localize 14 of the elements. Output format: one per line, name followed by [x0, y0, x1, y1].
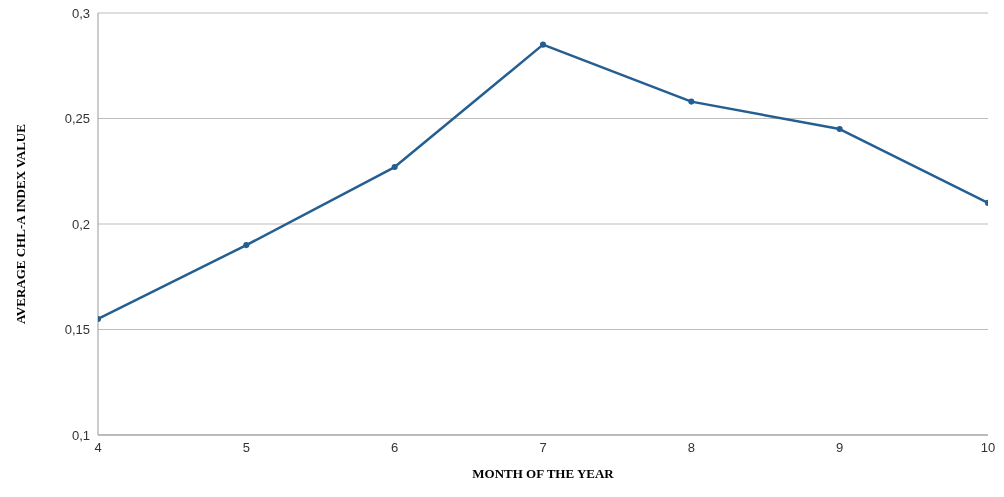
x-tick-label: 10	[980, 440, 996, 456]
x-tick-label: 6	[391, 440, 399, 456]
x-tick-label: 8	[687, 440, 695, 456]
y-tick-label: 0,3	[71, 5, 90, 21]
x-tick-label: 4	[94, 440, 102, 456]
x-axis-title: MONTH OF THE YEAR	[472, 466, 615, 481]
x-tick-label: 7	[539, 440, 547, 456]
y-axis-title: AVERAGE CHL-A INDEX VALUE	[12, 124, 28, 324]
x-tick-label: 5	[242, 440, 250, 456]
y-tick-label: 0,15	[64, 322, 90, 338]
y-tick-label: 0,2	[71, 216, 90, 232]
y-tick-label: 0,1	[71, 427, 90, 443]
y-tick-label: 0,25	[64, 111, 90, 127]
x-tick-label: 9	[836, 440, 844, 456]
